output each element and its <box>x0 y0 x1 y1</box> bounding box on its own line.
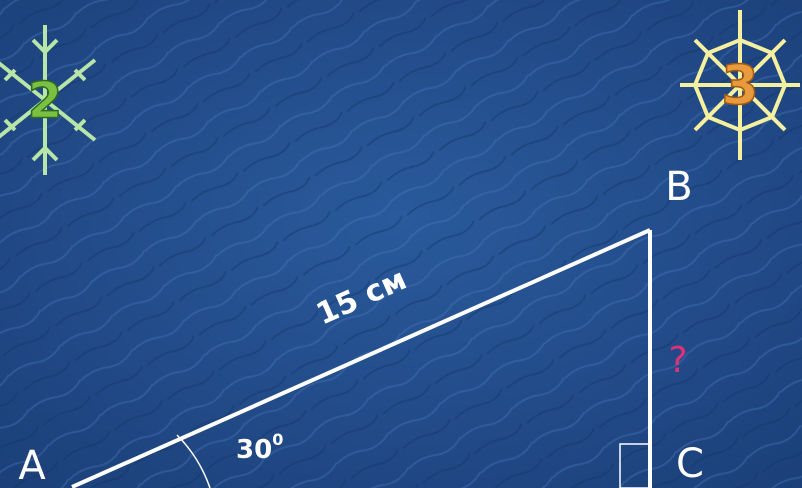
snowflake-number: 2 <box>28 72 63 130</box>
hypotenuse <box>71 228 651 488</box>
angle-sup: 0 <box>272 430 283 449</box>
unknown-label: ? <box>668 340 687 381</box>
angle-arc <box>176 434 211 488</box>
snowflake-left: 2 <box>0 25 97 175</box>
vertex-label: A <box>18 443 46 488</box>
vertex-label: C <box>676 441 704 487</box>
snowflake-right: 3 <box>680 10 800 160</box>
angle-value: 30 <box>236 435 272 465</box>
right-angle-mark <box>619 443 651 488</box>
angle-label: 300 <box>236 430 283 465</box>
vertex-label: B <box>665 164 692 210</box>
snowflake-number: 3 <box>721 54 759 117</box>
